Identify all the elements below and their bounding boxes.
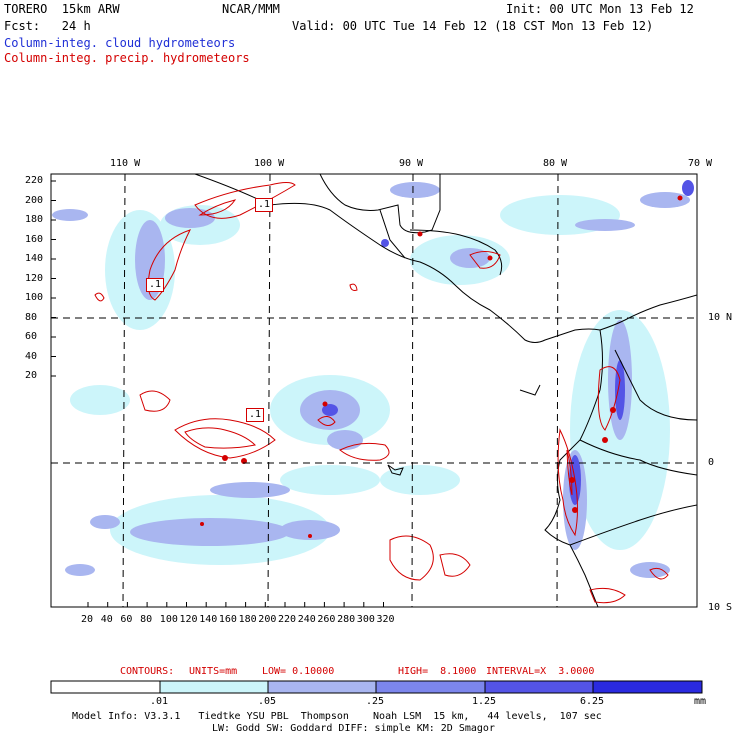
x-tick-label: 180 <box>239 614 257 626</box>
lon-label-80w: 80 W <box>543 158 567 170</box>
x-tick-label: 260 <box>317 614 335 626</box>
contour-label-1: .1 <box>255 198 273 212</box>
lon-label-70w: 70 W <box>688 158 712 170</box>
y-tick-label: 180 <box>25 214 43 226</box>
x-tick-label: 20 <box>81 614 93 626</box>
x-tick-label: 300 <box>357 614 375 626</box>
x-tick-marks <box>88 602 384 607</box>
model-info-line2: LW: Godd SW: Goddard DIFF: simple KM: 2D… <box>212 723 495 735</box>
x-tick-label: 280 <box>337 614 355 626</box>
colorbar-label-0: .01 <box>150 696 168 708</box>
y-tick-label: 140 <box>25 253 43 265</box>
lat-label-10s: 10 S <box>708 602 732 614</box>
colorbar <box>51 681 702 693</box>
colorbar-bin-0 <box>51 681 160 693</box>
y-tick-label: 160 <box>25 234 43 246</box>
colorbar-label-3: 1.25 <box>472 696 496 708</box>
colorbar-label-2: .25 <box>366 696 384 708</box>
contours-interval: INTERVAL=X 3.0000 <box>486 666 594 678</box>
lat-label-0: 0 <box>708 457 714 469</box>
colorbar-label-1: .05 <box>258 696 276 708</box>
y-tick-label: 80 <box>25 312 37 324</box>
x-tick-label: 80 <box>140 614 152 626</box>
x-tick-label: 100 <box>160 614 178 626</box>
x-tick-label: 320 <box>377 614 395 626</box>
x-tick-label: 200 <box>258 614 276 626</box>
y-tick-label: 220 <box>25 175 43 187</box>
contour-label-3: .1 <box>246 408 264 422</box>
y-tick-marks <box>51 181 56 376</box>
y-tick-label: 100 <box>25 292 43 304</box>
contours-low: LOW= 0.10000 <box>262 666 334 678</box>
y-tick-label: 40 <box>25 351 37 363</box>
contours-high: HIGH= 8.1000 <box>398 666 476 678</box>
contour-label-2: .1 <box>146 278 164 292</box>
colorbar-bin-5 <box>593 681 702 693</box>
lon-label-90w: 90 W <box>399 158 423 170</box>
x-tick-label: 160 <box>219 614 237 626</box>
contours-units: UNITS=mm <box>189 666 237 678</box>
x-tick-label: 60 <box>120 614 132 626</box>
y-tick-label: 20 <box>25 370 37 382</box>
y-tick-label: 200 <box>25 195 43 207</box>
colorbar-bin-1 <box>160 681 268 693</box>
x-tick-label: 120 <box>180 614 198 626</box>
colorbar-bin-2 <box>268 681 376 693</box>
colorbar-label-4: 6.25 <box>580 696 604 708</box>
y-tick-label: 60 <box>25 331 37 343</box>
model-info-line1: Model Info: V3.3.1 Tiedtke YSU PBL Thomp… <box>72 711 602 723</box>
lat-label-10n: 10 N <box>708 312 732 324</box>
x-tick-label: 220 <box>278 614 296 626</box>
colorbar-bin-4 <box>485 681 593 693</box>
contours-label: CONTOURS: <box>120 666 174 678</box>
colorbar-unit: mm <box>694 696 706 708</box>
x-tick-label: 240 <box>298 614 316 626</box>
x-tick-label: 40 <box>101 614 113 626</box>
lon-label-100w: 100 W <box>254 158 284 170</box>
colorbar-bin-3 <box>376 681 485 693</box>
x-tick-label: 140 <box>199 614 217 626</box>
field-layer <box>52 174 697 607</box>
lon-label-110w: 110 W <box>110 158 140 170</box>
y-tick-label: 120 <box>25 273 43 285</box>
